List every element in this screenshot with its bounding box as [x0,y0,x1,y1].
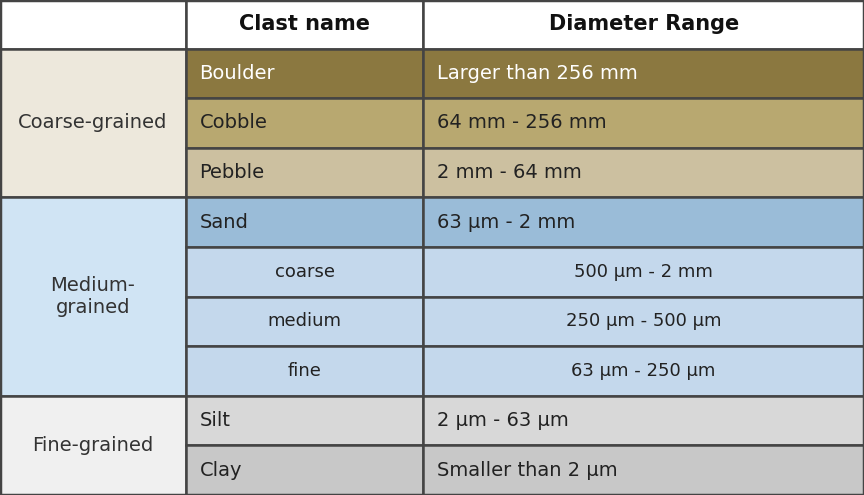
Bar [186,98,423,148]
Bar [423,0,864,49]
Bar [423,198,864,247]
Bar [186,49,423,98]
Text: Pebble: Pebble [200,163,264,182]
Text: Fine-grained: Fine-grained [32,436,154,455]
Bar [0,396,186,495]
Bar [186,346,423,396]
Bar [186,247,423,297]
Bar [423,396,864,446]
Text: coarse: coarse [275,263,334,281]
Bar [186,446,423,495]
Bar [423,346,864,396]
Text: Cobble: Cobble [200,113,268,133]
Bar [0,198,186,396]
Bar [186,148,423,198]
Bar [186,0,423,49]
Bar [423,297,864,346]
Text: 2 mm - 64 mm: 2 mm - 64 mm [437,163,582,182]
Text: medium: medium [268,312,341,330]
Text: Medium-
grained: Medium- grained [50,276,136,317]
Text: 63 μm - 2 mm: 63 μm - 2 mm [437,213,575,232]
Bar [0,0,186,49]
Text: fine: fine [288,362,321,380]
Text: Smaller than 2 μm: Smaller than 2 μm [437,461,618,480]
Text: Sand: Sand [200,213,249,232]
Text: Coarse-grained: Coarse-grained [18,113,168,133]
Bar [423,446,864,495]
Text: 500 μm - 2 mm: 500 μm - 2 mm [575,263,713,281]
Bar [186,297,423,346]
Bar [423,148,864,198]
Text: Clay: Clay [200,461,242,480]
Text: Silt: Silt [200,411,231,430]
Text: 64 mm - 256 mm: 64 mm - 256 mm [437,113,607,133]
Bar [0,49,186,198]
Text: Diameter Range: Diameter Range [549,14,739,34]
Text: Boulder: Boulder [200,64,276,83]
Text: Clast name: Clast name [239,14,370,34]
Text: 63 μm - 250 μm: 63 μm - 250 μm [571,362,716,380]
Text: Larger than 256 mm: Larger than 256 mm [437,64,638,83]
Bar [423,98,864,148]
Bar [423,49,864,98]
Text: 250 μm - 500 μm: 250 μm - 500 μm [566,312,721,330]
Bar [423,247,864,297]
Bar [186,396,423,446]
Text: 2 μm - 63 μm: 2 μm - 63 μm [437,411,569,430]
Bar [186,198,423,247]
